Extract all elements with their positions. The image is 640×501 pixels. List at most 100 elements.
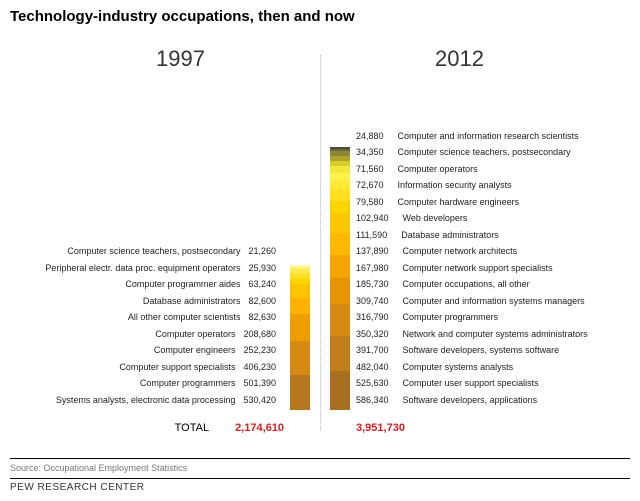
row-label: 316,790 Computer programmers bbox=[356, 311, 498, 323]
occ-name: Computer science teachers, postsecondary bbox=[67, 246, 240, 256]
segment bbox=[330, 233, 350, 254]
occ-name: Computer and information systems manager… bbox=[403, 296, 585, 306]
row-label: 34,350 Computer science teachers, postsec… bbox=[356, 146, 571, 158]
occ-name: Computer operators bbox=[155, 329, 235, 339]
occ-value: 252,230 bbox=[243, 345, 276, 355]
occ-name: Web developers bbox=[403, 213, 468, 223]
occ-value: 391,700 bbox=[356, 345, 389, 355]
segment bbox=[330, 189, 350, 200]
occ-name: Computer systems analysts bbox=[403, 362, 514, 372]
center-divider bbox=[320, 55, 321, 430]
row-label: Computer science teachers, postsecondary… bbox=[67, 245, 284, 257]
occ-name: Network and computer systems administrat… bbox=[403, 329, 588, 339]
segment bbox=[330, 201, 350, 213]
stack-1997 bbox=[290, 265, 310, 410]
occ-name: Computer support specialists bbox=[119, 362, 235, 372]
row-label: 111,590 Database administrators bbox=[356, 229, 499, 241]
occ-value: 316,790 bbox=[356, 312, 389, 322]
segment bbox=[330, 213, 350, 234]
segment bbox=[330, 180, 350, 189]
row-label: Peripheral electr. data proc. equipment … bbox=[45, 262, 284, 274]
occ-name: Computer science teachers, postsecondary bbox=[398, 147, 571, 157]
source-line: Source: Occupational Employment Statisti… bbox=[10, 463, 187, 473]
row-label: 185,730 Computer occupations, all other bbox=[356, 278, 530, 290]
occ-value: 406,230 bbox=[243, 362, 276, 372]
segment bbox=[330, 371, 350, 410]
occ-name: Computer engineers bbox=[154, 345, 236, 355]
occ-value: 137,890 bbox=[356, 246, 389, 256]
year-2012: 2012 bbox=[435, 46, 484, 72]
occ-value: 111,590 bbox=[356, 230, 387, 240]
occ-value: 21,260 bbox=[248, 246, 276, 256]
segment bbox=[290, 375, 310, 410]
row-label: 137,890 Computer network architects bbox=[356, 245, 517, 257]
occ-value: 350,320 bbox=[356, 329, 389, 339]
total-2012: 3,951,730 bbox=[356, 422, 405, 434]
segment bbox=[330, 173, 350, 180]
row-label: Computer support specialists 406,230 bbox=[119, 361, 284, 373]
segment bbox=[330, 278, 350, 304]
row-label: All other computer scientists82,630 bbox=[128, 311, 284, 323]
occ-name: Systems analysts, electronic data proces… bbox=[56, 395, 236, 405]
row-label: Computer programmer aides 63,240 bbox=[125, 278, 284, 290]
row-label: 72,670 Information security analysts bbox=[356, 179, 512, 191]
segment bbox=[290, 341, 310, 374]
occ-value: 102,940 bbox=[356, 213, 389, 223]
occ-value: 79,580 bbox=[356, 197, 384, 207]
occ-name: Computer programmer aides bbox=[125, 279, 240, 289]
row-label: Computer programmers 501,390 bbox=[140, 377, 284, 389]
occ-value: 530,420 bbox=[243, 395, 276, 405]
occ-value: 24,880 bbox=[356, 131, 384, 141]
occ-value: 71,560 bbox=[356, 164, 384, 174]
occ-name: Computer operators bbox=[398, 164, 478, 174]
row-label: 391,700 Software developers, systems soft… bbox=[356, 344, 559, 356]
occ-name: Peripheral electr. data proc. equipment … bbox=[45, 263, 240, 273]
row-label: Computer engineers 252,230 bbox=[154, 344, 284, 356]
occ-value: 482,040 bbox=[356, 362, 389, 372]
occ-name: Computer hardware engineers bbox=[398, 197, 520, 207]
row-label: 525,630 Computer user support specialists bbox=[356, 377, 539, 389]
row-label: 309,740 Computer and information systems … bbox=[356, 295, 585, 307]
occ-name: Software developers, systems software bbox=[403, 345, 560, 355]
occ-name: Computer programmers bbox=[140, 378, 236, 388]
occ-value: 501,390 bbox=[243, 378, 276, 388]
occ-value: 185,730 bbox=[356, 279, 389, 289]
occ-name: Software developers, applications bbox=[403, 395, 538, 405]
occ-value: 525,630 bbox=[356, 378, 389, 388]
occ-name: Computer programmers bbox=[403, 312, 499, 322]
occ-value: 167,980 bbox=[356, 263, 389, 273]
segment bbox=[290, 298, 310, 315]
row-label: 79,580 Computer hardware engineers bbox=[356, 196, 519, 208]
occ-name: Computer and information research scient… bbox=[398, 131, 579, 141]
occ-name: Database administrators bbox=[401, 230, 499, 240]
row-label: Database administrators82,600 bbox=[143, 295, 284, 307]
chart-title: Technology-industry occupations, then an… bbox=[10, 8, 355, 25]
segment bbox=[330, 255, 350, 278]
occ-value: 586,340 bbox=[356, 395, 389, 405]
row-label: 586,340 Software developers, applications bbox=[356, 394, 537, 406]
row-label: 24,880 Computer and information research … bbox=[356, 130, 579, 142]
occ-value: 34,350 bbox=[356, 147, 384, 157]
year-1997: 1997 bbox=[156, 46, 205, 72]
occ-value: 309,740 bbox=[356, 296, 389, 306]
segment bbox=[330, 304, 350, 336]
segment bbox=[330, 166, 350, 173]
occ-value: 82,600 bbox=[248, 296, 276, 306]
occ-value: 63,240 bbox=[248, 279, 276, 289]
total-1997: TOTAL2,174,610 bbox=[175, 422, 284, 434]
occ-name: Computer occupations, all other bbox=[403, 279, 530, 289]
occ-name: Computer network architects bbox=[403, 246, 518, 256]
occ-value: 25,930 bbox=[248, 263, 276, 273]
occ-value: 72,670 bbox=[356, 180, 384, 190]
row-label: 102,940 Web developers bbox=[356, 212, 467, 224]
row-label: Systems analysts, electronic data proces… bbox=[56, 394, 284, 406]
occ-value: 82,630 bbox=[248, 312, 276, 322]
occ-name: Computer user support specialists bbox=[403, 378, 539, 388]
row-label: 167,980Computer network support speciali… bbox=[356, 262, 553, 274]
footer-rule-top bbox=[10, 458, 630, 459]
row-label: Computer operators208,680 bbox=[155, 328, 284, 340]
footer-rule-bottom bbox=[10, 478, 630, 479]
footer-org: PEW RESEARCH CENTER bbox=[10, 482, 145, 493]
stack-2012 bbox=[330, 147, 350, 410]
occ-name: Information security analysts bbox=[398, 180, 512, 190]
